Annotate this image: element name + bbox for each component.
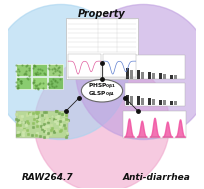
Bar: [170, 74, 173, 79]
FancyBboxPatch shape: [48, 64, 63, 76]
Bar: [163, 100, 166, 105]
FancyBboxPatch shape: [48, 77, 63, 89]
Bar: [130, 70, 133, 79]
Bar: [159, 100, 162, 105]
Circle shape: [76, 5, 204, 139]
Bar: [174, 101, 177, 105]
Text: Anti-diarrhea: Anti-diarrhea: [122, 173, 190, 182]
Text: RAW264.7: RAW264.7: [22, 173, 73, 182]
FancyBboxPatch shape: [16, 77, 31, 89]
Circle shape: [0, 5, 128, 139]
Bar: [148, 98, 151, 105]
FancyBboxPatch shape: [103, 54, 136, 78]
Bar: [130, 96, 133, 105]
FancyBboxPatch shape: [16, 111, 68, 138]
FancyBboxPatch shape: [123, 111, 186, 138]
FancyBboxPatch shape: [124, 83, 185, 106]
Bar: [163, 74, 166, 79]
Text: $\mathbf{PHSP}_{\bf{0β1}}$: $\mathbf{PHSP}_{\bf{0β1}}$: [88, 81, 116, 92]
Text: Property: Property: [78, 9, 126, 19]
FancyBboxPatch shape: [16, 64, 31, 76]
FancyBboxPatch shape: [124, 55, 185, 80]
Bar: [159, 74, 162, 79]
FancyBboxPatch shape: [32, 77, 47, 89]
Bar: [141, 98, 144, 105]
Ellipse shape: [81, 80, 123, 102]
Bar: [152, 73, 155, 79]
Bar: [174, 75, 177, 79]
Bar: [126, 68, 130, 79]
Circle shape: [34, 57, 170, 189]
Bar: [137, 70, 140, 79]
FancyBboxPatch shape: [66, 18, 138, 80]
Bar: [141, 72, 144, 79]
Bar: [148, 72, 151, 79]
FancyBboxPatch shape: [32, 64, 47, 76]
Bar: [170, 101, 173, 105]
Text: $\mathbf{GLSP}_{\bf{0β1}}$: $\mathbf{GLSP}_{\bf{0β1}}$: [88, 89, 116, 100]
Bar: [126, 95, 130, 105]
Bar: [137, 96, 140, 105]
FancyBboxPatch shape: [68, 54, 101, 78]
Bar: [152, 99, 155, 105]
